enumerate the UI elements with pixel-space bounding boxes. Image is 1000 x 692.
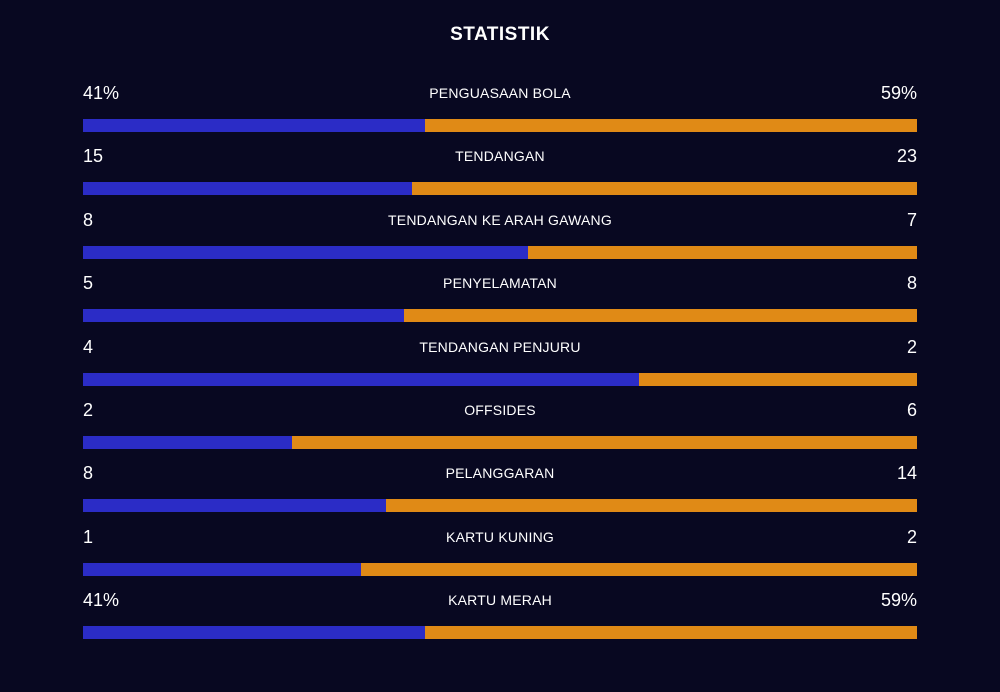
comparison-bar xyxy=(83,182,917,196)
stat-row-possession: 41% PENGUASAAN BOLA 59% xyxy=(83,81,917,144)
home-value: 1 xyxy=(83,526,94,547)
away-value: 6 xyxy=(906,399,917,420)
stat-list: 41% PENGUASAAN BOLA 59% 15 TENDANGAN 23 … xyxy=(83,81,917,652)
stat-row-shots-on-target: 8 TENDANGAN KE ARAH GAWANG 7 xyxy=(83,208,917,271)
away-value: 14 xyxy=(896,463,917,484)
stat-label: TENDANGAN xyxy=(455,148,545,165)
home-value: 8 xyxy=(83,463,94,484)
away-value: 59% xyxy=(880,590,917,611)
comparison-bar xyxy=(83,245,917,259)
home-bar-fill xyxy=(83,182,413,196)
comparison-bar xyxy=(83,119,917,132)
away-bar-fill xyxy=(412,182,917,196)
away-value: 59% xyxy=(880,83,917,103)
away-value: 2 xyxy=(906,336,917,357)
comparison-bar xyxy=(83,626,917,640)
comparison-bar xyxy=(83,372,917,386)
stat-label: PENYELAMATAN xyxy=(443,275,557,292)
home-value: 2 xyxy=(83,399,94,420)
away-bar-fill xyxy=(638,372,917,386)
stat-label: KARTU KUNING xyxy=(446,528,554,545)
comparison-bar xyxy=(83,435,917,449)
home-value: 15 xyxy=(83,146,104,167)
stat-label: PENGUASAAN BOLA xyxy=(429,85,571,101)
away-value: 23 xyxy=(896,146,917,167)
home-bar-fill xyxy=(83,435,292,449)
stat-row-yellow-cards: 1 KARTU KUNING 2 xyxy=(83,525,917,588)
stat-row-red-cards: 41% KARTU MERAH 59% xyxy=(83,588,917,651)
away-bar-fill xyxy=(360,562,917,576)
comparison-bar xyxy=(83,562,917,576)
away-bar-fill xyxy=(386,499,917,513)
away-bar-fill xyxy=(424,119,917,132)
home-bar-fill xyxy=(83,372,639,386)
away-bar-fill xyxy=(403,309,917,323)
stat-label: TENDANGAN PENJURU xyxy=(419,338,581,355)
stat-label: PELANGGARAN xyxy=(445,465,555,482)
stat-label: TENDANGAN KE ARAH GAWANG xyxy=(388,211,612,228)
away-bar-fill xyxy=(424,626,917,640)
home-bar-fill xyxy=(83,499,387,513)
statistics-title: STATISTIK xyxy=(450,24,550,45)
home-bar-fill xyxy=(83,309,404,323)
stat-row-shots: 15 TENDANGAN 23 xyxy=(83,144,917,207)
comparison-bar xyxy=(83,309,917,323)
stat-row-saves: 5 PENYELAMATAN 8 xyxy=(83,271,917,334)
home-value: 5 xyxy=(83,273,94,294)
stat-row-fouls: 8 PELANGGARAN 14 xyxy=(83,461,917,524)
home-value: 4 xyxy=(83,336,94,357)
away-value: 2 xyxy=(906,526,917,547)
home-value: 41% xyxy=(83,590,120,611)
away-bar-fill xyxy=(527,245,917,259)
home-bar-fill xyxy=(83,245,528,259)
home-bar-fill xyxy=(83,626,425,640)
stat-row-corners: 4 TENDANGAN PENJURU 2 xyxy=(83,335,917,398)
comparison-bar xyxy=(83,499,917,513)
home-bar-fill xyxy=(83,562,361,576)
stat-row-offsides: 2 OFFSIDES 6 xyxy=(83,398,917,461)
home-value: 41% xyxy=(83,83,120,103)
stat-label: KARTU MERAH xyxy=(448,592,552,609)
home-value: 8 xyxy=(83,209,94,230)
home-bar-fill xyxy=(83,119,425,132)
away-bar-fill xyxy=(291,435,917,449)
away-value: 8 xyxy=(906,273,917,294)
away-value: 7 xyxy=(906,209,917,230)
stat-label: OFFSIDES xyxy=(464,401,536,418)
